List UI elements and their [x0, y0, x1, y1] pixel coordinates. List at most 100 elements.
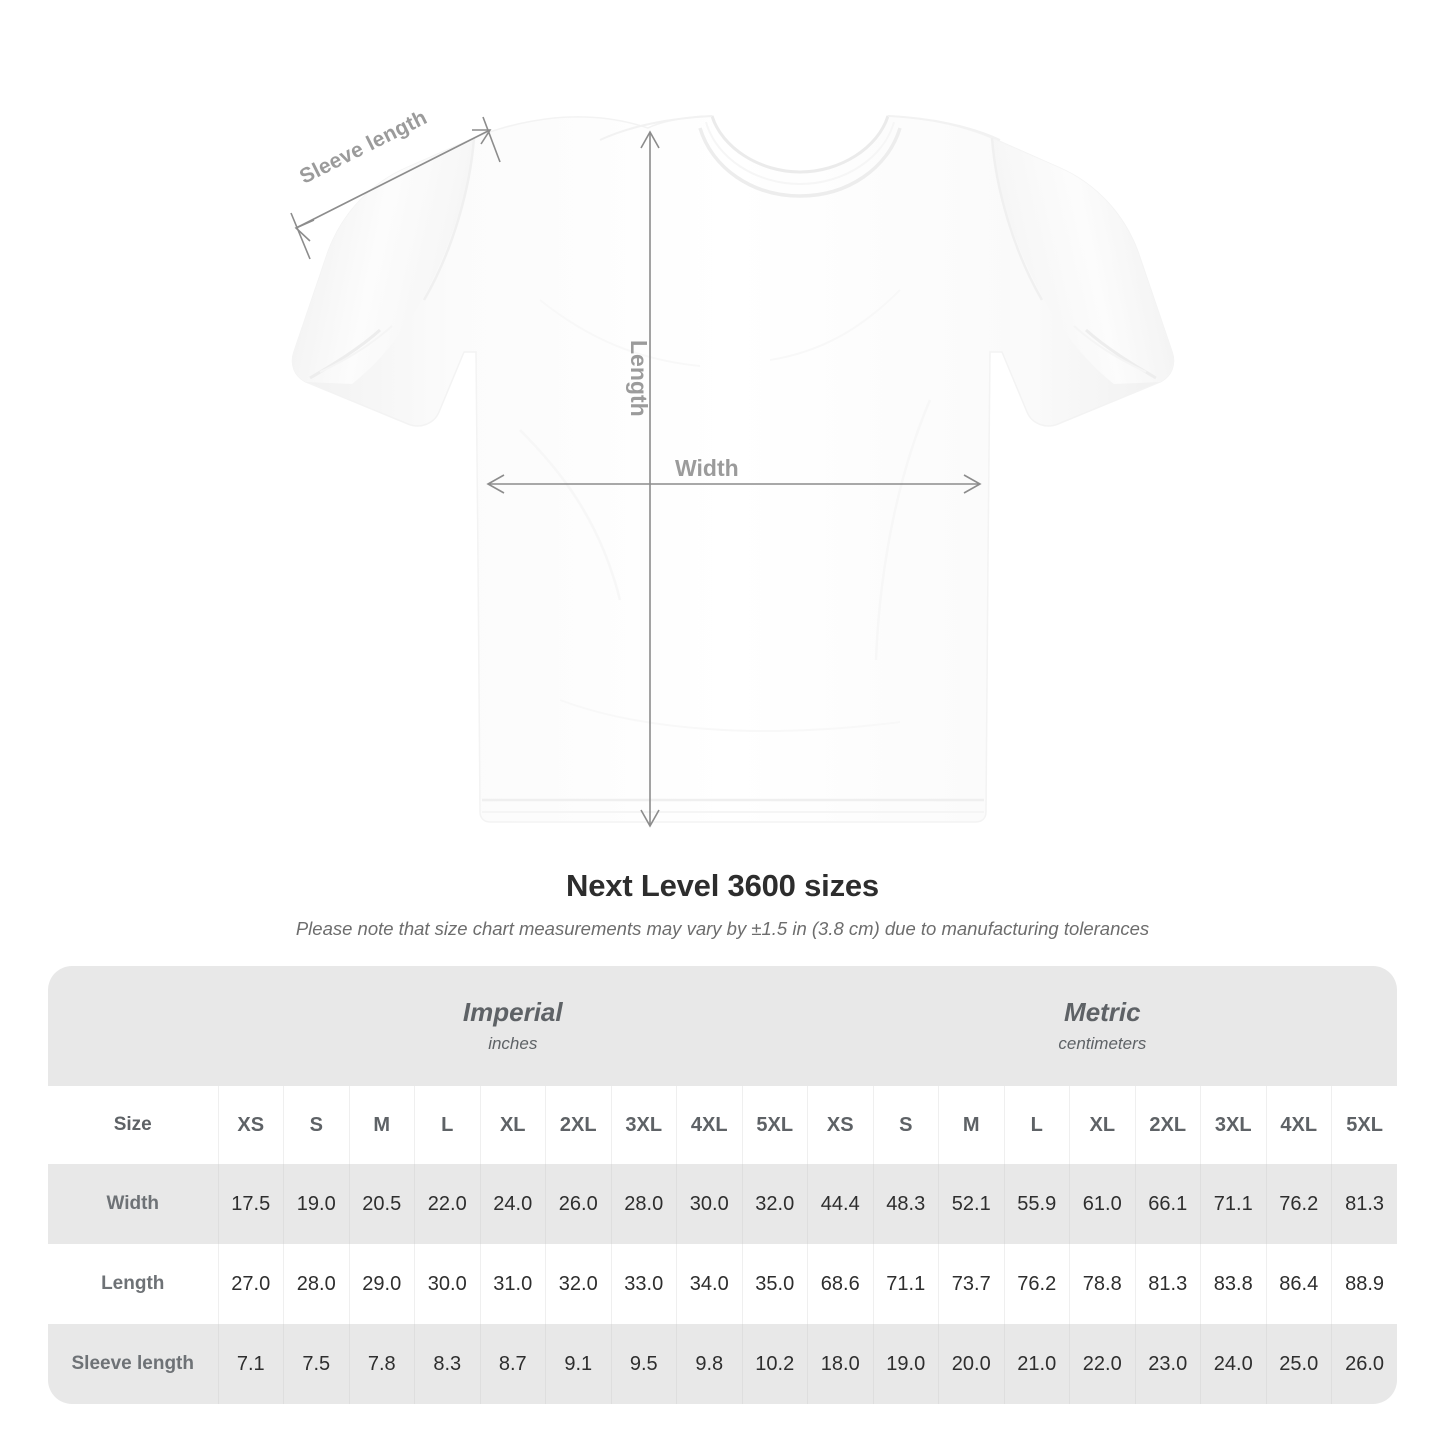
cell-length-imperial-5xl: 35.0	[741, 1244, 808, 1324]
cell-length-metric-xl: 78.8	[1069, 1244, 1136, 1324]
unit-header-spacer	[48, 966, 218, 1086]
tshirt-silhouette	[291, 115, 1175, 823]
cell-length-imperial-s: 28.0	[283, 1244, 349, 1324]
cell-sleeve-length-metric-3xl: 24.0	[1200, 1324, 1267, 1404]
page-title: Next Level 3600 sizes	[566, 868, 879, 903]
size-column-header-imperial-s: S	[283, 1086, 349, 1164]
size-column-header-metric-s: S	[872, 1086, 939, 1164]
chart-heading: Next Level 3600 sizes Please note that s…	[0, 868, 1445, 940]
unit-group-metric: Metric centimeters	[807, 966, 1398, 1086]
table-row: Width 17.5 19.0 20.5 22.0 24.0 26.0 28.0 30.0 32.…	[48, 1164, 1398, 1244]
cell-width-imperial-m: 20.5	[348, 1164, 415, 1244]
cell-sleeve-length-metric-2xl: 23.0	[1134, 1324, 1201, 1404]
size-column-header-imperial-2xl: 2XL	[545, 1086, 611, 1164]
cell-sleeve-length-metric-l: 21.0	[1003, 1324, 1070, 1404]
size-column-header-metric-xs: XS	[807, 1086, 874, 1164]
size-column-header-metric-xl: XL	[1069, 1086, 1136, 1164]
size-column-header-metric-3xl: 3XL	[1200, 1086, 1267, 1164]
row-label-length: Length	[48, 1244, 218, 1324]
cell-width-metric-4xl: 76.2	[1265, 1164, 1332, 1244]
length-dimension-label: Length	[626, 340, 652, 417]
cell-width-metric-l: 55.9	[1003, 1164, 1070, 1244]
cell-sleeve-length-imperial-m: 7.8	[348, 1324, 415, 1404]
size-column-header-imperial-l: L	[414, 1086, 480, 1164]
unit-group-sub: centimeters	[1058, 1033, 1147, 1053]
cell-sleeve-length-imperial-xl: 8.7	[479, 1324, 546, 1404]
row-label-sleeve-length: Sleeve length	[48, 1324, 218, 1404]
table-row: Sleeve length 7.1 7.5 7.8 8.3 8.7 9.1 9.5 9.8 10.…	[48, 1324, 1398, 1404]
sleeve-length-arrow	[290, 116, 501, 260]
unit-group-imperial: Imperial inches	[218, 966, 808, 1086]
size-column-header-imperial-3xl: 3XL	[610, 1086, 677, 1164]
cell-length-imperial-xs: 27.0	[217, 1244, 284, 1324]
width-dimension-label: Width	[675, 455, 739, 481]
cell-length-imperial-xl: 31.0	[479, 1244, 546, 1324]
cell-sleeve-length-imperial-xs: 7.1	[217, 1324, 284, 1404]
unit-group-sub: inches	[488, 1033, 538, 1053]
cell-width-imperial-3xl: 28.0	[610, 1164, 677, 1244]
cell-width-metric-5xl: 81.3	[1331, 1164, 1398, 1244]
cell-sleeve-length-metric-m: 20.0	[938, 1324, 1005, 1404]
unit-group-name: Metric	[1064, 997, 1141, 1028]
cell-length-imperial-2xl: 32.0	[545, 1244, 611, 1324]
size-column-header-imperial-xs: XS	[217, 1086, 284, 1164]
size-column-header-imperial-5xl: 5XL	[741, 1086, 808, 1164]
cell-sleeve-length-imperial-2xl: 9.1	[545, 1324, 611, 1404]
cell-width-imperial-5xl: 32.0	[741, 1164, 808, 1244]
unit-group-name: Imperial	[462, 997, 563, 1028]
cell-sleeve-length-imperial-l: 8.3	[414, 1324, 480, 1404]
length-arrow	[640, 130, 660, 828]
cell-length-imperial-4xl: 34.0	[676, 1244, 742, 1324]
cell-length-metric-l: 76.2	[1003, 1244, 1070, 1324]
cell-sleeve-length-metric-s: 19.0	[872, 1324, 939, 1404]
cell-sleeve-length-imperial-4xl: 9.8	[676, 1324, 742, 1404]
size-column-header-imperial-4xl: 4XL	[676, 1086, 742, 1164]
cell-width-metric-xs: 44.4	[807, 1164, 874, 1244]
size-column-header-metric-l: L	[1003, 1086, 1070, 1164]
cell-width-imperial-xl: 24.0	[479, 1164, 546, 1244]
cell-sleeve-length-imperial-3xl: 9.5	[610, 1324, 677, 1404]
cell-length-metric-s: 71.1	[872, 1244, 939, 1324]
size-header-label: Size	[48, 1086, 218, 1164]
cell-length-imperial-3xl: 33.0	[610, 1244, 677, 1324]
cell-width-imperial-4xl: 30.0	[676, 1164, 742, 1244]
cell-width-metric-3xl: 71.1	[1200, 1164, 1267, 1244]
size-header-row: Size XS S M L XL 2XL 3XL 4XL 5XL XS S M L XL 2XL 3XL 4XL 5…	[48, 1086, 1398, 1164]
cell-sleeve-length-metric-5xl: 26.0	[1331, 1324, 1398, 1404]
cell-width-imperial-2xl: 26.0	[545, 1164, 611, 1244]
size-column-header-metric-m: M	[938, 1086, 1005, 1164]
cell-sleeve-length-metric-4xl: 25.0	[1265, 1324, 1332, 1404]
cell-length-metric-2xl: 81.3	[1134, 1244, 1201, 1324]
cell-width-metric-m: 52.1	[938, 1164, 1005, 1244]
tshirt-diagram: Sleeve length Length Width	[290, 106, 1175, 828]
cell-sleeve-length-metric-xs: 18.0	[807, 1324, 874, 1404]
cell-length-metric-m: 73.7	[938, 1244, 1005, 1324]
cell-sleeve-length-imperial-s: 7.5	[283, 1324, 349, 1404]
cell-length-metric-3xl: 83.8	[1200, 1244, 1267, 1324]
cell-width-metric-xl: 61.0	[1069, 1164, 1136, 1244]
size-column-header-metric-2xl: 2XL	[1134, 1086, 1201, 1164]
width-arrow	[486, 474, 982, 494]
cell-width-imperial-s: 19.0	[283, 1164, 349, 1244]
size-column-header-metric-4xl: 4XL	[1265, 1086, 1332, 1164]
size-column-header-metric-5xl: 5XL	[1331, 1086, 1398, 1164]
cell-width-imperial-xs: 17.5	[217, 1164, 284, 1244]
cell-width-metric-s: 48.3	[872, 1164, 939, 1244]
cell-length-imperial-m: 29.0	[348, 1244, 415, 1324]
cell-length-metric-5xl: 88.9	[1331, 1244, 1398, 1324]
cell-sleeve-length-imperial-5xl: 10.2	[741, 1324, 808, 1404]
table-row: Length 27.0 28.0 29.0 30.0 31.0 32.0 33.0 34.0 35…	[48, 1244, 1398, 1324]
tolerance-note: Please note that size chart measurements…	[295, 918, 1150, 939]
size-column-header-imperial-m: M	[348, 1086, 415, 1164]
dimension-lines	[290, 116, 982, 828]
cell-sleeve-length-metric-xl: 22.0	[1069, 1324, 1136, 1404]
size-column-header-imperial-xl: XL	[479, 1086, 546, 1164]
cell-length-imperial-l: 30.0	[414, 1244, 480, 1324]
unit-header-row: Imperial inches Metric centimeters	[48, 966, 1398, 1086]
row-label-width: Width	[48, 1164, 218, 1244]
size-table: Imperial inches Metric centimeters Size XS S M L…	[48, 966, 1398, 1404]
cell-width-metric-2xl: 66.1	[1134, 1164, 1201, 1244]
size-table-container: Imperial inches Metric centimeters Size XS S M L…	[48, 966, 1398, 1404]
cell-length-metric-xs: 68.6	[807, 1244, 874, 1324]
